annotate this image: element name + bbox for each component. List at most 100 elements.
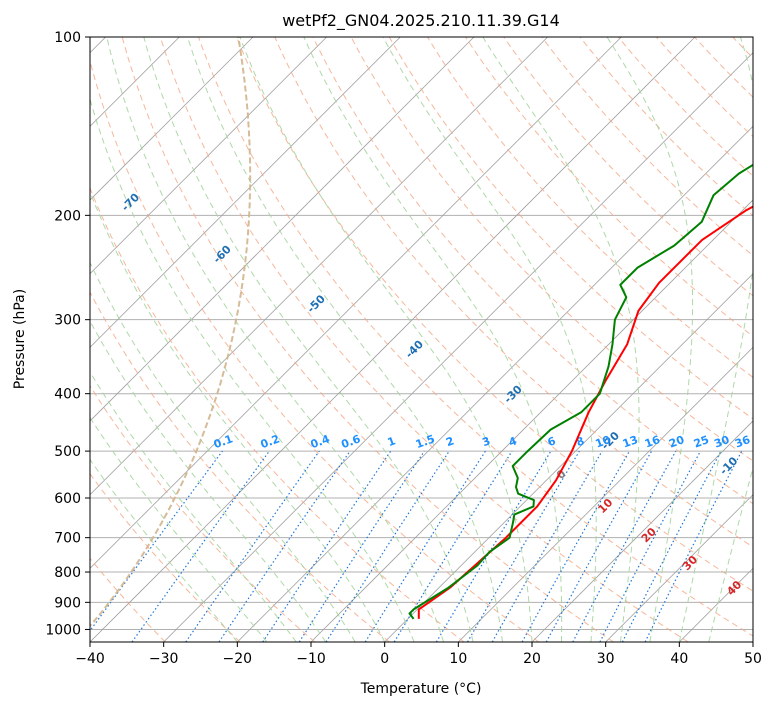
mixing-ratio-label: 20	[667, 433, 686, 451]
mixing-ratio-line	[599, 450, 702, 642]
mixing-ratio-label: 36	[733, 433, 752, 451]
y-tick-label: 800	[54, 565, 81, 581]
background-lines-layer	[90, 37, 775, 642]
mixing-ratio-label: 3	[480, 434, 492, 449]
moist-adiabat	[382, 37, 597, 642]
moist-adiabat	[303, 37, 563, 642]
x-tick-label: 20	[523, 651, 541, 667]
x-tick-label: 0	[380, 651, 389, 667]
isotherm	[90, 37, 327, 275]
mixing-ratio-label: 1	[386, 434, 398, 449]
dry-adiabat	[90, 186, 465, 642]
x-tick-label: 50	[744, 651, 762, 667]
dry-adiabat	[656, 37, 753, 138]
moist-adiabat	[90, 261, 356, 642]
mixing-ratio-line	[572, 450, 677, 642]
moist-adiabat-label: 20	[639, 525, 659, 545]
moist-adiabat	[90, 458, 238, 642]
isotherm	[605, 494, 753, 642]
dry-adiabat-label: -80	[22, 144, 45, 167]
dry-adiabat-label: -40	[403, 338, 426, 361]
x-tick-label: −30	[149, 651, 179, 667]
chart-title: wetPf2_GN04.2025.210.11.39.G14	[282, 11, 560, 31]
mixing-ratio-label: 6	[546, 434, 558, 449]
y-axis-label: Pressure (hPa)	[12, 289, 28, 389]
isotherm	[90, 37, 622, 569]
dry-adiabat	[617, 37, 753, 177]
moist-adiabat	[90, 370, 297, 642]
mixing-ratio-label: 1.5	[414, 432, 437, 451]
y-tick-label: 600	[54, 491, 81, 507]
y-tick-label: 400	[54, 387, 81, 403]
dry-adiabat	[771, 37, 775, 642]
mixing-ratio-line	[325, 450, 450, 642]
mixing-ratio-label: 0.6	[340, 432, 363, 451]
dry-adiabat	[503, 37, 753, 297]
reference-curve	[90, 37, 252, 628]
y-tick-label: 200	[54, 208, 81, 224]
isotherm	[531, 420, 753, 642]
dry-adiabat	[90, 291, 390, 642]
moist-adiabat	[90, 416, 268, 642]
mixing-ratio-line	[545, 450, 653, 642]
isotherm	[679, 567, 753, 642]
dewpoint-profile	[408, 163, 753, 620]
isotherm	[310, 199, 753, 642]
dry-adiabat	[312, 37, 753, 505]
moist-adiabat	[90, 320, 327, 642]
dry-adiabat	[159, 37, 689, 642]
moist-adiabat	[90, 190, 386, 642]
x-tick-label: −10	[296, 651, 326, 667]
dry-adiabat	[90, 384, 316, 642]
isotherm	[752, 641, 753, 642]
mixing-ratio-label: 4	[507, 434, 519, 449]
y-tick-label: 700	[54, 531, 81, 547]
moist-adiabat	[239, 37, 533, 642]
moist-adiabat-label: 10	[595, 496, 615, 516]
moist-adiabat-label: 30	[680, 553, 700, 573]
y-tick-label: 900	[54, 595, 81, 611]
mixing-ratio-label: 16	[643, 433, 662, 451]
dry-adiabat	[90, 59, 540, 642]
moist-adiabat-label: 40	[724, 578, 744, 598]
mixing-ratio-label: 0.1	[212, 432, 235, 451]
y-tick-label: 1000	[45, 622, 81, 638]
dry-adiabat-label: -30	[502, 383, 525, 406]
moist-adiabat	[678, 37, 753, 642]
line-labels-layer: -100-90-80-70-60-50-40-30-20-10010203040…	[22, 144, 752, 598]
y-tick-label: 100	[54, 30, 81, 46]
mixing-ratio-line	[185, 450, 320, 642]
mixing-ratio-line	[364, 450, 486, 642]
moist-adiabat	[187, 37, 503, 642]
temperature-profile	[417, 205, 753, 619]
mixing-ratio-label: 13	[621, 433, 640, 450]
moist-adiabat	[90, 97, 415, 642]
mixing-ratio-line	[393, 450, 513, 642]
mixing-ratio-line	[262, 450, 392, 642]
mixing-ratio-line	[218, 450, 351, 642]
mixing-ratio-line	[90, 450, 223, 632]
mixing-ratio-line	[521, 450, 631, 642]
isotherm	[90, 37, 548, 496]
axes-layer: −40 −30 −20 −10 0 10 20 30 40 50 1000 900 800 700 600 5…	[45, 30, 762, 667]
grid-layer	[90, 37, 753, 642]
mixing-ratio-label: 30	[712, 433, 731, 451]
dry-adiabat	[198, 37, 753, 637]
dry-adiabat	[388, 37, 753, 420]
moist-adiabat	[143, 37, 474, 642]
mixing-ratio-label: 8	[574, 434, 586, 449]
isotherm	[237, 125, 753, 642]
mixing-ratio-line	[298, 450, 425, 642]
plot-frame	[89, 36, 754, 643]
mixing-ratio-label: 0.4	[309, 432, 332, 451]
isotherm	[90, 37, 401, 348]
mixing-ratio-label: 0.2	[259, 432, 282, 451]
mixing-ratio-line	[131, 450, 270, 642]
dry-adiabat	[236, 37, 753, 592]
moist-adiabat	[606, 37, 694, 642]
isotherm	[90, 37, 254, 201]
isotherm	[90, 37, 475, 422]
sounding-series-layer	[408, 163, 753, 620]
isotherm	[90, 37, 696, 642]
